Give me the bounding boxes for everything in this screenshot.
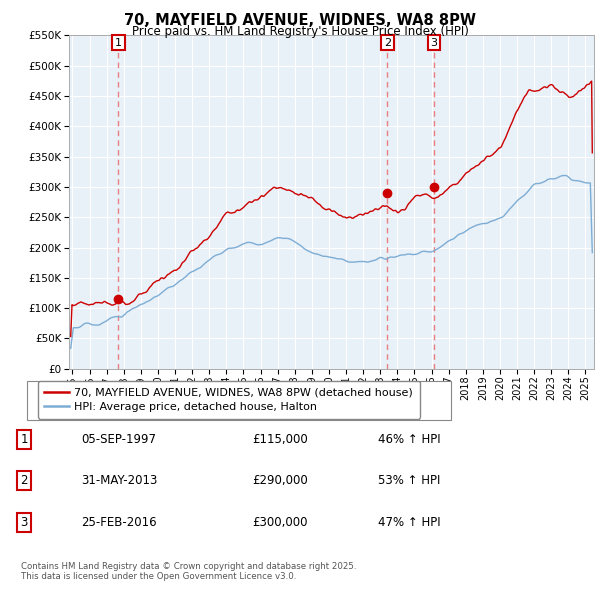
- Text: 25-FEB-2016: 25-FEB-2016: [81, 516, 157, 529]
- Text: £290,000: £290,000: [252, 474, 308, 487]
- Text: 47% ↑ HPI: 47% ↑ HPI: [378, 516, 440, 529]
- Text: 70, MAYFIELD AVENUE, WIDNES, WA8 8PW: 70, MAYFIELD AVENUE, WIDNES, WA8 8PW: [124, 13, 476, 28]
- FancyBboxPatch shape: [26, 381, 451, 419]
- Text: £115,000: £115,000: [252, 433, 308, 446]
- Legend: 70, MAYFIELD AVENUE, WIDNES, WA8 8PW (detached house), HPI: Average price, detac: 70, MAYFIELD AVENUE, WIDNES, WA8 8PW (de…: [38, 381, 420, 419]
- Text: 1: 1: [115, 38, 122, 48]
- Text: Contains HM Land Registry data © Crown copyright and database right 2025.
This d: Contains HM Land Registry data © Crown c…: [21, 562, 356, 581]
- Text: £300,000: £300,000: [252, 516, 308, 529]
- Text: 3: 3: [20, 516, 28, 529]
- Text: 05-SEP-1997: 05-SEP-1997: [81, 433, 156, 446]
- Text: 53% ↑ HPI: 53% ↑ HPI: [378, 474, 440, 487]
- Text: Price paid vs. HM Land Registry's House Price Index (HPI): Price paid vs. HM Land Registry's House …: [131, 25, 469, 38]
- Text: 3: 3: [431, 38, 437, 48]
- Text: 31-MAY-2013: 31-MAY-2013: [81, 474, 157, 487]
- Text: 2: 2: [384, 38, 391, 48]
- Text: 2: 2: [20, 474, 28, 487]
- Text: 1: 1: [20, 433, 28, 446]
- Text: 46% ↑ HPI: 46% ↑ HPI: [378, 433, 440, 446]
